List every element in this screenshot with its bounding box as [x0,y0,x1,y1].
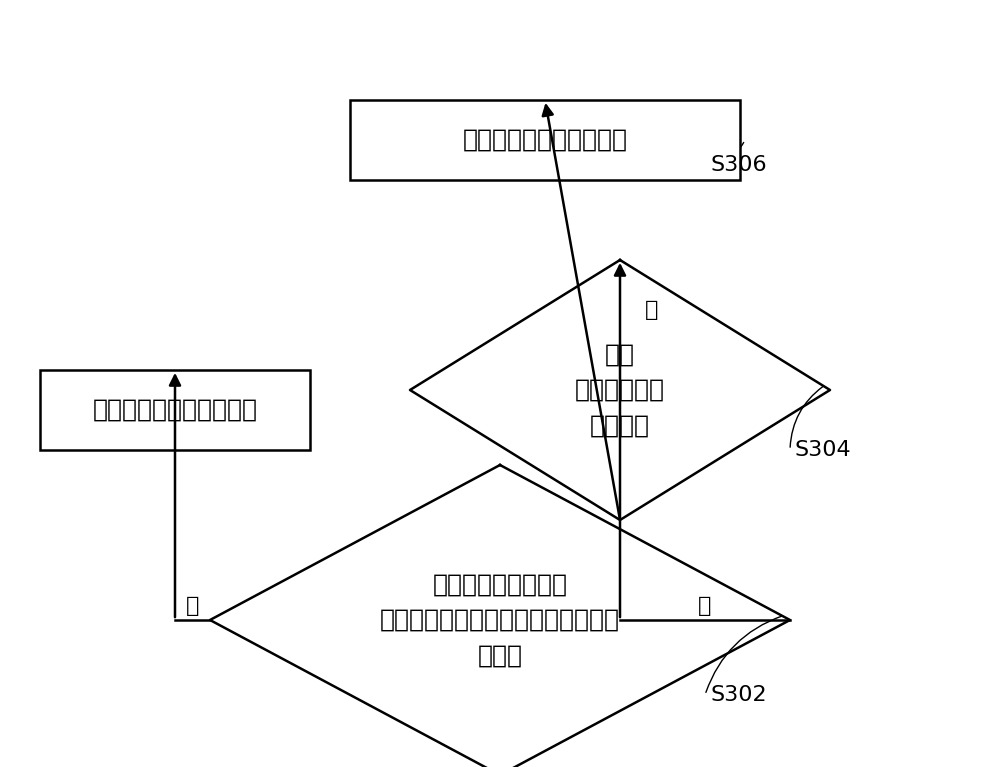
Text: 判断预设时间段之内
是否有机会接收到服务器主机的心跳
请求帧: 判断预设时间段之内 是否有机会接收到服务器主机的心跳 请求帧 [380,573,620,667]
Bar [40,370,310,450]
Text: S302: S302 [710,685,767,705]
Bar [350,100,740,180]
Text: 是: 是 [645,300,658,320]
Text: 判断
目标业务链路
是否失效: 判断 目标业务链路 是否失效 [575,343,665,437]
Text: 服务器备机维持备机状态: 服务器备机维持备机状态 [462,128,628,152]
Text: 否: 否 [698,596,712,616]
Text: S306: S306 [710,155,767,175]
Text: S304: S304 [795,440,852,460]
Text: 是: 是 [186,596,199,616]
Text: 服务器备机维持备机状态: 服务器备机维持备机状态 [92,398,258,422]
